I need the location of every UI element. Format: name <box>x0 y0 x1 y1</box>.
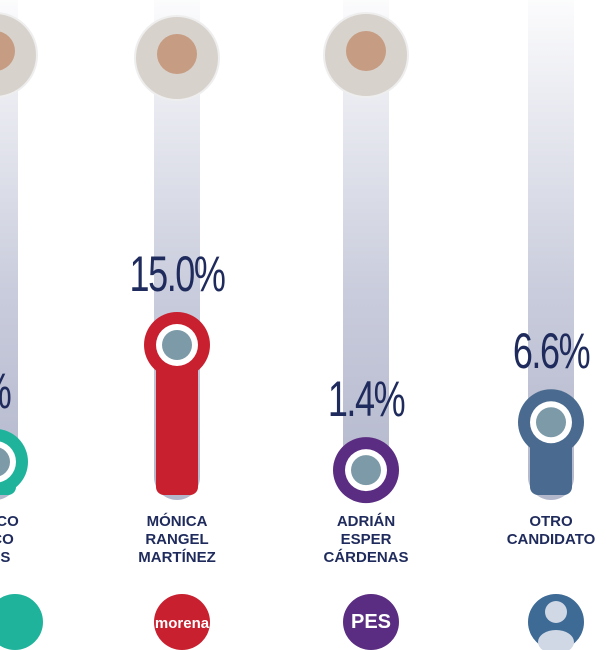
candidate-name: ADRIÁN ESPER CÁRDENAS <box>323 513 409 566</box>
candidate-name: MÓNICA RANGEL MARTÍNEZ <box>138 513 216 566</box>
value-label: % <box>0 362 67 420</box>
party-logo <box>154 594 210 650</box>
value-label: 6.6% <box>512 323 591 380</box>
avatar-head <box>545 601 567 623</box>
knob-core <box>536 407 566 438</box>
photo-face <box>0 31 15 71</box>
photo-face <box>157 34 197 74</box>
track <box>343 0 389 500</box>
logo-text: PES <box>351 611 391 633</box>
candidate-name: CISCO RICO LOS <box>0 513 19 566</box>
party-logo <box>0 594 43 650</box>
candidate-name: OTRO CANDIDATO <box>506 513 596 548</box>
candidate-photo <box>0 12 38 98</box>
party-logo <box>343 594 399 650</box>
logo-text: morena <box>155 615 210 632</box>
value-label: 15.0% <box>129 246 226 302</box>
track <box>528 0 574 500</box>
bar <box>156 345 198 495</box>
photo-face <box>346 31 386 71</box>
knob-core <box>0 447 10 476</box>
avatar-body <box>538 630 574 650</box>
value-label: 1.4% <box>327 371 406 428</box>
track <box>0 0 18 500</box>
knob-core <box>162 330 192 360</box>
knob-core <box>351 455 381 486</box>
